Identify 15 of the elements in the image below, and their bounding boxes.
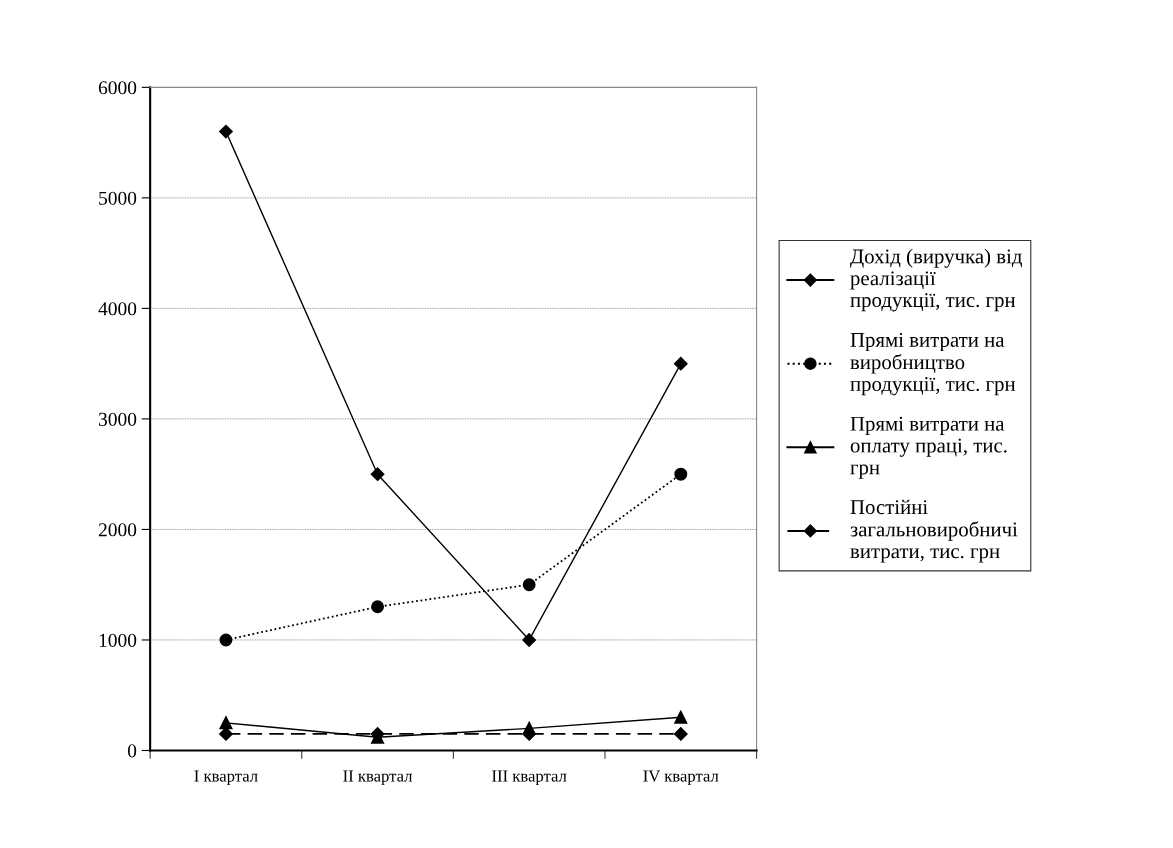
y-tick-label: 0 <box>127 744 137 758</box>
y-tick-label: 1000 <box>99 633 137 647</box>
y-tick-label: 4000 <box>98 302 137 316</box>
y-tick-label: 6000 <box>98 81 137 95</box>
y-tick-label: 2000 <box>98 523 137 537</box>
legend-label: Постійні загальновиробничі витрати, тис. грн <box>850 499 1018 563</box>
y-tick-label: 3000 <box>98 412 137 426</box>
legend-label: Дохід (виручка) від реалізації продукції, тис. грн <box>850 248 1022 312</box>
y-tick-label: 5000 <box>99 191 137 205</box>
x-tick-label: ІV квартал <box>643 770 719 786</box>
legend-label: Прямі витрати на оплату праці, тис. грн <box>850 416 1007 479</box>
x-tick-label: ІІ квартал <box>343 770 413 786</box>
x-tick-label: ІІІ квартал <box>492 770 567 786</box>
x-tick-label: І квартал <box>194 770 258 786</box>
legend-label: Прямі витрати на виробництво продукції, тис. грн <box>850 332 1016 396</box>
